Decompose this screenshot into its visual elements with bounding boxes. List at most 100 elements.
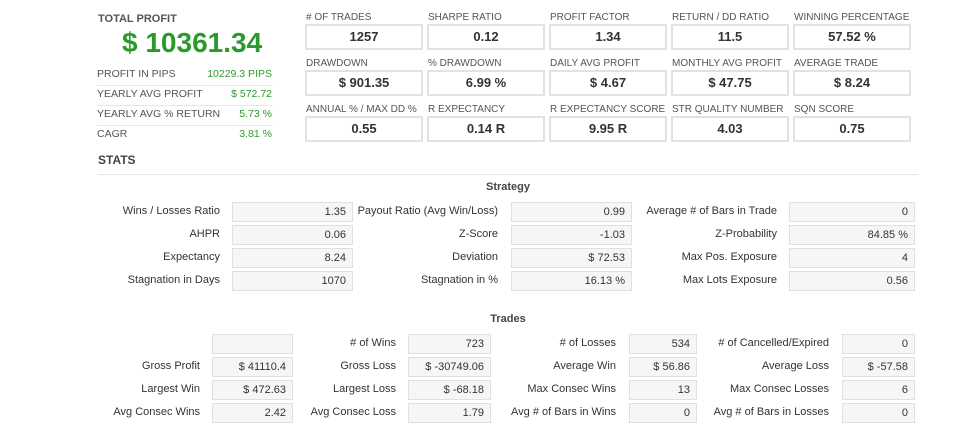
stat-value: 534 bbox=[629, 334, 697, 354]
stat-label: Gross Loss bbox=[340, 360, 396, 372]
metric-label: ANNUAL % / MAX DD % bbox=[306, 104, 417, 115]
stat-label: # of Losses bbox=[559, 337, 616, 349]
stat-empty bbox=[212, 334, 293, 354]
stat-value: 1.35 bbox=[232, 202, 353, 222]
metric-value: 0.55 bbox=[305, 116, 423, 142]
summary-label: YEARLY AVG PROFIT bbox=[97, 88, 203, 100]
stat-label: Average # of Bars in Trade bbox=[646, 205, 777, 217]
stat-label: Z-Probability bbox=[715, 228, 777, 240]
metric-label: # OF TRADES bbox=[306, 12, 372, 23]
stat-value: 6 bbox=[842, 380, 915, 400]
total-profit: $ 10361.34 bbox=[122, 27, 263, 58]
separator bbox=[97, 125, 273, 126]
metric-value: $ 4.67 bbox=[549, 70, 667, 96]
separator bbox=[97, 85, 273, 86]
stat-label: Max Consec Wins bbox=[527, 383, 616, 395]
stat-label: Stagnation in Days bbox=[127, 274, 220, 286]
metric-value: 0.14 R bbox=[427, 116, 545, 142]
metric-label: R EXPECTANCY SCORE bbox=[550, 104, 666, 115]
metric-value: $ 47.75 bbox=[671, 70, 789, 96]
metric-value: 4.03 bbox=[671, 116, 789, 142]
stat-value: 2.42 bbox=[212, 403, 293, 423]
stat-label: Gross Profit bbox=[141, 360, 200, 372]
stat-label: Expectancy bbox=[163, 251, 220, 263]
stat-value: 1070 bbox=[232, 271, 353, 291]
metric-value: 0.12 bbox=[427, 24, 545, 50]
summary-label: YEARLY AVG % RETURN bbox=[97, 108, 221, 120]
metric-label: RETURN / DD RATIO bbox=[672, 12, 770, 23]
stat-value: -1.03 bbox=[511, 225, 632, 245]
metric-label: DAILY AVG PROFIT bbox=[550, 58, 641, 69]
stat-value: 0.06 bbox=[232, 225, 353, 245]
separator bbox=[97, 105, 273, 106]
metric-value: $ 8.24 bbox=[793, 70, 911, 96]
summary-value: $ 572.72 bbox=[231, 88, 272, 100]
stat-label: # of Cancelled/Expired bbox=[718, 337, 829, 349]
metric-label: WINNING PERCENTAGE bbox=[794, 12, 910, 23]
metric-label: MONTHLY AVG PROFIT bbox=[672, 58, 783, 69]
metric-value: 9.95 R bbox=[549, 116, 667, 142]
summary-value: 10229.3 PIPS bbox=[207, 68, 272, 80]
section-title: Trades bbox=[490, 313, 526, 325]
stat-value: $ -57.58 bbox=[842, 357, 915, 377]
stat-value: 0.56 bbox=[789, 271, 915, 291]
metric-value: 1257 bbox=[305, 24, 423, 50]
stat-label: Avg Consec Loss bbox=[310, 406, 396, 418]
metric-label: AVERAGE TRADE bbox=[794, 58, 879, 69]
section-title: Strategy bbox=[485, 181, 531, 193]
stat-value: $ -30749.06 bbox=[408, 357, 491, 377]
summary-title: TOTAL PROFIT bbox=[98, 13, 177, 25]
summary-value: 5.73 % bbox=[239, 108, 272, 120]
metric-value: 11.5 bbox=[671, 24, 789, 50]
stat-value: 0 bbox=[842, 334, 915, 354]
stat-label: Avg # of Bars in Wins bbox=[511, 406, 616, 418]
stat-value: 1.79 bbox=[408, 403, 491, 423]
metric-value: 57.52 % bbox=[793, 24, 911, 50]
summary-label: CAGR bbox=[97, 128, 128, 140]
stat-value: $ 41110.4 bbox=[212, 357, 293, 377]
stats-title: STATS bbox=[98, 153, 136, 167]
stat-value: $ 72.53 bbox=[511, 248, 632, 268]
metric-label: % DRAWDOWN bbox=[428, 58, 502, 69]
stat-label: Stagnation in % bbox=[420, 274, 498, 286]
stat-value: 0.99 bbox=[511, 202, 632, 222]
stat-value: 16.13 % bbox=[511, 271, 632, 291]
stat-value: $ 56.86 bbox=[629, 357, 697, 377]
stat-label: Average Loss bbox=[761, 360, 829, 372]
metric-value: 1.34 bbox=[549, 24, 667, 50]
stat-label: Avg # of Bars in Losses bbox=[713, 406, 829, 418]
summary-value: 3.81 % bbox=[239, 128, 272, 140]
metric-label: R EXPECTANCY bbox=[428, 104, 506, 115]
stat-value: 4 bbox=[789, 248, 915, 268]
stat-label: Payout Ratio (Avg Win/Loss) bbox=[357, 205, 498, 217]
stat-value: $ 472.63 bbox=[212, 380, 293, 400]
summary-label: PROFIT IN PIPS bbox=[97, 68, 176, 80]
stat-label: Largest Loss bbox=[333, 383, 396, 395]
separator bbox=[98, 174, 918, 175]
stat-value: 0 bbox=[842, 403, 915, 423]
stat-value: 0 bbox=[789, 202, 915, 222]
stat-label: Largest Win bbox=[141, 383, 200, 395]
stat-label: # of Wins bbox=[350, 337, 396, 349]
stat-value: 0 bbox=[629, 403, 697, 423]
metric-value: 0.75 bbox=[793, 116, 911, 142]
stat-label: AHPR bbox=[189, 228, 220, 240]
stat-label: Z-Score bbox=[458, 228, 498, 240]
stat-label: Avg Consec Wins bbox=[113, 406, 200, 418]
stat-value: 723 bbox=[408, 334, 491, 354]
stat-value: 13 bbox=[629, 380, 697, 400]
stat-label: Max Consec Losses bbox=[729, 383, 829, 395]
metric-value: $ 901.35 bbox=[305, 70, 423, 96]
stat-value: $ -68.18 bbox=[408, 380, 491, 400]
metric-label: DRAWDOWN bbox=[306, 58, 368, 69]
stat-label: Max Pos. Exposure bbox=[681, 251, 777, 263]
stat-label: Wins / Losses Ratio bbox=[122, 205, 220, 217]
stat-label: Deviation bbox=[452, 251, 498, 263]
metric-label: PROFIT FACTOR bbox=[550, 12, 630, 23]
stat-label: Average Win bbox=[553, 360, 616, 372]
stat-label: Max Lots Exposure bbox=[682, 274, 777, 286]
stat-value: 8.24 bbox=[232, 248, 353, 268]
metric-label: STR QUALITY NUMBER bbox=[672, 104, 784, 115]
stat-value: 84.85 % bbox=[789, 225, 915, 245]
